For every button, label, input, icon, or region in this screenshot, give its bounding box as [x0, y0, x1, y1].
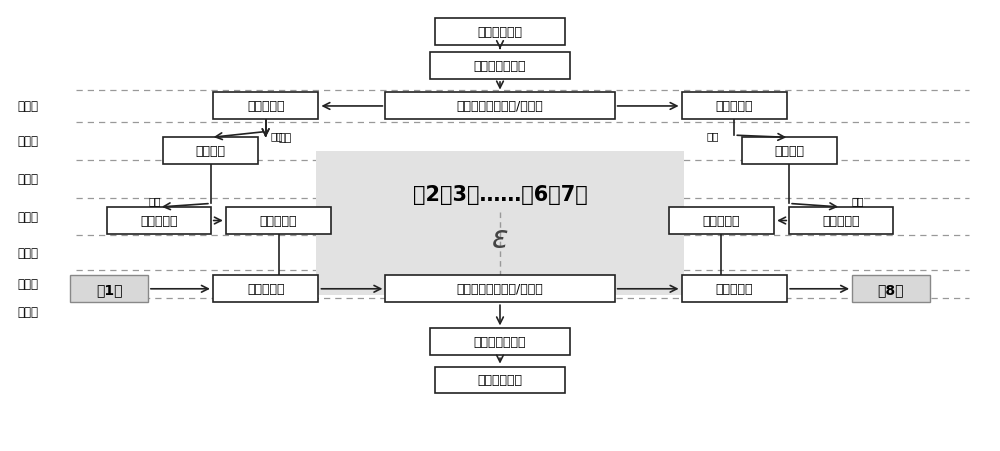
Text: 过渡: 过渡: [149, 196, 161, 206]
Text: 第二弯波导: 第二弯波导: [247, 283, 284, 296]
Bar: [435, 19, 565, 46]
Text: 第二弯波导: 第二弯波导: [716, 283, 753, 296]
Bar: [163, 138, 258, 165]
Bar: [213, 93, 318, 120]
Text: 第三层: 第三层: [17, 173, 38, 186]
Bar: [669, 207, 774, 235]
Bar: [385, 276, 615, 303]
Text: 第六层: 第六层: [17, 278, 38, 291]
Text: 过渡: 过渡: [271, 131, 283, 141]
Text: 第四弯波导: 第四弯波导: [260, 215, 297, 227]
Text: 输出模式转换器: 输出模式转换器: [474, 336, 526, 349]
Bar: [430, 329, 570, 355]
Text: 第五层: 第五层: [17, 246, 38, 259]
Text: 功能芯片: 功能芯片: [774, 145, 804, 158]
Text: 过渡: 过渡: [851, 196, 864, 206]
Text: 第二径向功率分配/合成器: 第二径向功率分配/合成器: [457, 283, 543, 296]
Bar: [213, 276, 318, 303]
Text: 第四层: 第四层: [17, 211, 38, 223]
Text: 第一弯波导: 第一弯波导: [247, 100, 284, 113]
Text: 第三弯波导: 第三弯波导: [822, 215, 860, 227]
Text: 输出矩形波导: 输出矩形波导: [478, 373, 522, 387]
Text: 第8路: 第8路: [878, 282, 904, 296]
Bar: [70, 276, 148, 303]
Bar: [385, 93, 615, 120]
Bar: [852, 276, 930, 303]
Text: 过渡: 过渡: [279, 133, 292, 143]
Bar: [682, 93, 787, 120]
Text: 过渡: 过渡: [707, 131, 719, 141]
Bar: [682, 276, 787, 303]
Bar: [430, 53, 570, 80]
Text: 第四弯波导: 第四弯波导: [703, 215, 740, 227]
Text: 输入模式转换器: 输入模式转换器: [474, 60, 526, 73]
Text: 第一层: 第一层: [17, 100, 38, 113]
Text: 第三弯波导: 第三弯波导: [140, 215, 178, 227]
Text: 第2、3、……、6、7路: 第2、3、……、6、7路: [413, 184, 587, 204]
Text: 第一弯波导: 第一弯波导: [716, 100, 753, 113]
Text: 输入矩形波导: 输入矩形波导: [478, 26, 522, 39]
Text: 第七层: 第七层: [17, 305, 38, 318]
Bar: [742, 138, 837, 165]
Bar: [435, 367, 565, 394]
Bar: [789, 207, 893, 235]
Text: ε: ε: [492, 225, 508, 253]
Text: 第1路: 第1路: [96, 282, 122, 296]
Bar: [316, 152, 684, 295]
Text: 功能芯片: 功能芯片: [196, 145, 226, 158]
Text: 第一径向功率分配/合成器: 第一径向功率分配/合成器: [457, 100, 543, 113]
Text: 第二层: 第二层: [17, 135, 38, 148]
Bar: [226, 207, 331, 235]
Bar: [107, 207, 211, 235]
